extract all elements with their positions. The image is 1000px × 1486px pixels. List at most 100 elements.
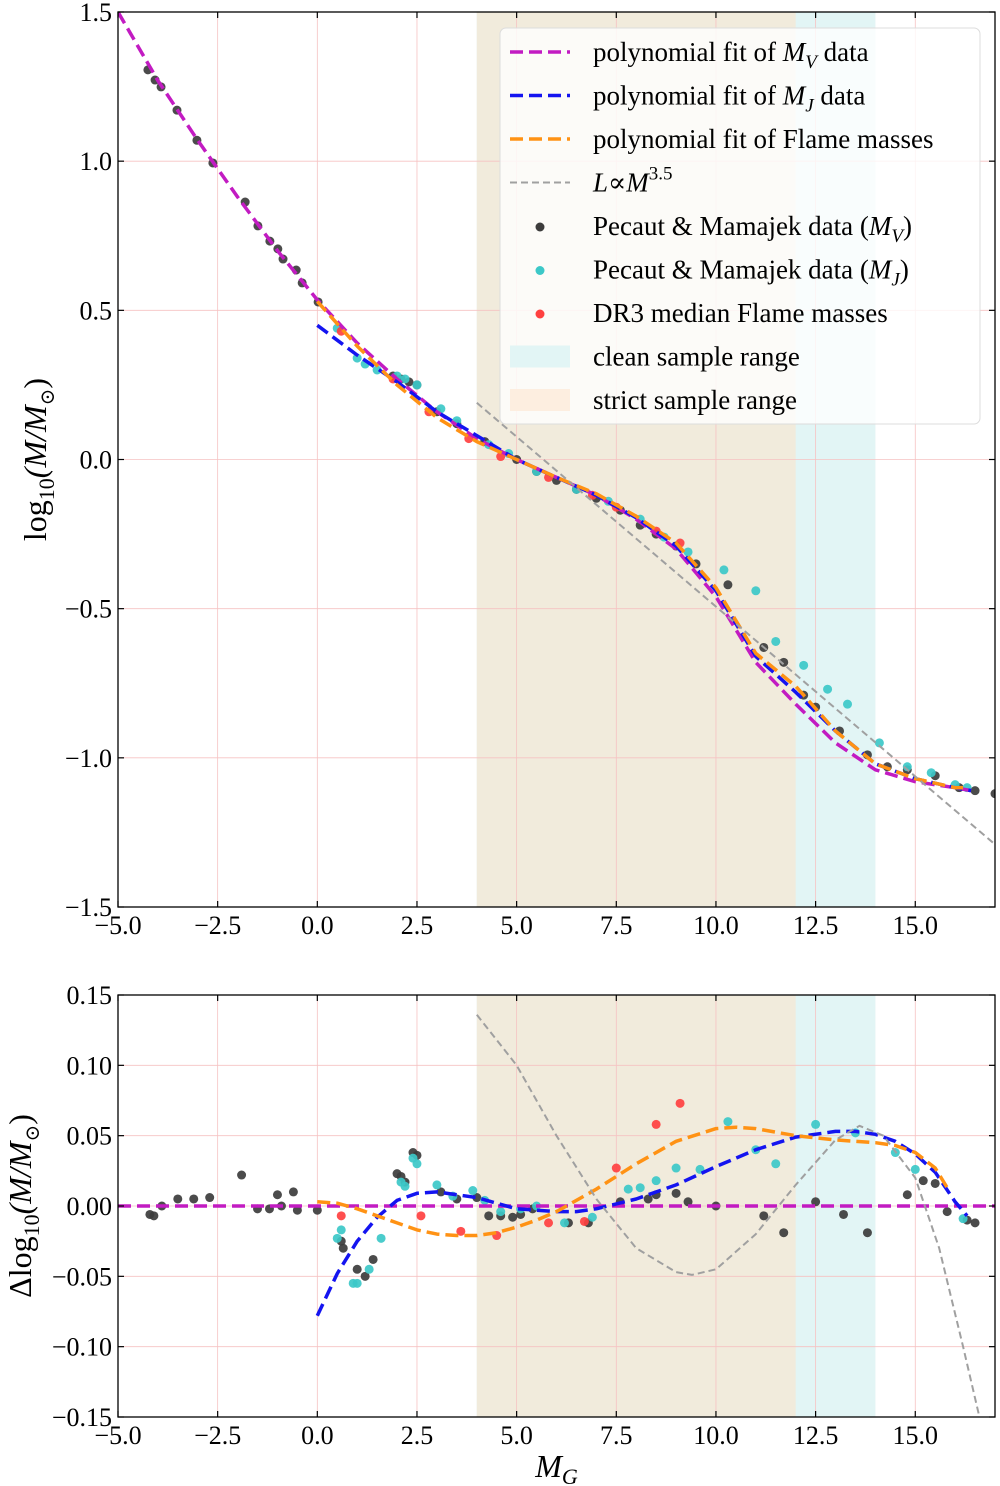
y-tick-label: 0.05: [67, 1122, 113, 1151]
legend-label-text: strict sample range: [593, 385, 797, 415]
legend-patch-swatch: [510, 345, 570, 368]
legend-label: strict sample range: [593, 385, 797, 415]
legend-label-math: M: [868, 255, 893, 285]
data-point: [412, 1159, 422, 1169]
x-tick-label: 12.5: [793, 1421, 839, 1450]
data-point: [683, 1197, 693, 1207]
data-point: [205, 1193, 215, 1203]
legend-label: Pecaut & Mamajek data (MJ): [593, 255, 909, 291]
data-point: [611, 1163, 621, 1173]
data-point: [970, 786, 980, 796]
legend-entry-pecaut-mamajek-data-mv: Pecaut & Mamajek data (MV): [535, 211, 912, 247]
y-axis-label-prefix: Δlog: [2, 1236, 38, 1297]
legend-label-text: polynomial fit of Flame masses: [593, 124, 933, 154]
legend-label-math: M: [868, 211, 893, 241]
legend-label-suffix: data: [814, 81, 866, 111]
data-point: [456, 1226, 466, 1236]
top-panel: −5.0 −2.5 0.0 2.5 5.0 7.5 10.0 12.5 15.0 1.5 1.0 0.…: [17, 0, 996, 940]
data-point: [336, 1211, 346, 1221]
x-tick-label: 7.5: [600, 1421, 633, 1450]
legend-marker-swatch: [535, 266, 545, 275]
x-tick-label: 5.0: [500, 911, 533, 940]
legend-entry-strict-sample-range: strict sample range: [510, 385, 797, 415]
legend-label-subscript: V: [805, 52, 819, 73]
data-point: [823, 684, 833, 694]
y-axis-label: log10(M/M⊙): [17, 378, 59, 541]
legend-label-text: polynomial fit of: [593, 81, 783, 111]
data-point: [508, 1212, 518, 1222]
data-point: [272, 1190, 282, 1200]
data-point: [288, 1187, 298, 1197]
legend-label: Pecaut & Mamajek data (MV): [593, 211, 912, 247]
y-tick-label: −0.05: [52, 1262, 112, 1291]
data-point: [338, 1243, 348, 1253]
data-point: [472, 1193, 482, 1203]
data-point: [332, 1233, 342, 1243]
data-point: [723, 1117, 733, 1127]
legend-label-text: DR3 median Flame masses: [593, 298, 888, 328]
data-point: [623, 1184, 633, 1194]
legend-label-text: Pecaut & Mamajek data (: [593, 211, 869, 241]
legend-label-text: polynomial fit of: [593, 37, 783, 67]
y-axis-label-close: ): [2, 1114, 38, 1125]
x-axis-label-subscript: G: [562, 1464, 578, 1486]
data-point: [189, 1194, 199, 1204]
legend-label-suffix: ): [903, 211, 912, 241]
data-point: [484, 1211, 494, 1221]
data-point: [400, 374, 410, 384]
x-axis-label-var: M: [534, 1448, 564, 1484]
legend-label-subscript: V: [891, 226, 905, 247]
data-point: [930, 1178, 940, 1188]
data-point: [671, 1188, 681, 1198]
legend-label-subscript: J: [805, 96, 815, 117]
y-axis-label-close: ): [17, 378, 53, 389]
legend-marker-swatch: [535, 309, 545, 319]
data-point: [336, 1225, 346, 1235]
data-point: [559, 1218, 569, 1228]
legend-entry-polynomial-fit-of-mj-data: polynomial fit of MJ data: [510, 81, 865, 117]
x-tick-label: 12.5: [793, 911, 839, 940]
x-tick-label: −5.0: [94, 911, 141, 940]
x-tick-label: 10.0: [693, 1421, 739, 1450]
data-point: [683, 547, 693, 557]
legend-entry-l-m: L∝M3.5: [510, 164, 673, 198]
legend-label: polynomial fit of Flame masses: [593, 124, 933, 154]
data-point: [990, 789, 995, 799]
l-m-3-5-line: [476, 1014, 981, 1416]
x-tick-label: 7.5: [600, 911, 633, 940]
data-point: [149, 1211, 159, 1221]
data-point: [312, 1205, 322, 1215]
data-point: [352, 1278, 362, 1288]
data-point: [839, 1209, 849, 1219]
data-point: [292, 1205, 302, 1215]
legend-entry-pecaut-mamajek-data-mj: Pecaut & Mamajek data (MJ): [535, 255, 909, 291]
data-point: [942, 1207, 952, 1217]
polynomial-fit-of-flame-masses-line: [315, 300, 964, 790]
data-point: [671, 1163, 681, 1173]
data-point: [400, 1181, 410, 1191]
data-point: [970, 1218, 980, 1228]
x-tick-label: 0.0: [301, 911, 334, 940]
data-point: [360, 1271, 370, 1281]
data-point: [926, 768, 936, 778]
y-axis-label-subscript: 10: [19, 1214, 44, 1236]
data-point: [771, 1159, 781, 1169]
y-tick-label: 0.10: [67, 1051, 113, 1080]
legend-label-math: M: [782, 37, 807, 67]
y-tick-label: 0.15: [67, 981, 113, 1010]
x-tick-label: −5.0: [94, 1421, 141, 1450]
x-tick-label: 10.0: [693, 911, 739, 940]
legend-entry-polynomial-fit-of-mv-data: polynomial fit of MV data: [510, 37, 869, 73]
y-axis-label-subscript: 10: [34, 478, 59, 500]
polynomial-fit-of-m-v-data-line: [118, 12, 972, 793]
l-m-3-5-line: [476, 402, 995, 846]
x-tick-label: 15.0: [893, 911, 939, 940]
sun-symbol: ⊙: [37, 389, 59, 406]
y-tick-label: −1.0: [65, 744, 112, 773]
data-point: [352, 353, 362, 363]
legend-label: L∝M3.5: [592, 164, 673, 198]
x-tick-label: 15.0: [893, 1421, 939, 1450]
legend-label-math: M: [782, 81, 807, 111]
x-tick-label: −2.5: [194, 911, 241, 940]
